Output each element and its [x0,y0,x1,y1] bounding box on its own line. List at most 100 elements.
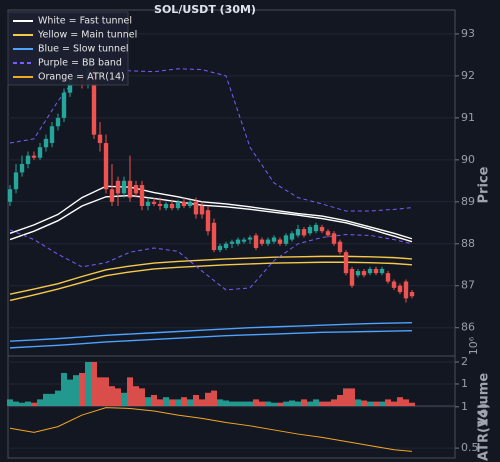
plot-area: 86 87 88 89 90 91 92 93 1 2 0.5 1 [7,27,479,454]
volume-bar [61,372,67,406]
candle-body [265,239,271,244]
volume-bar [13,401,19,406]
candle-body [193,201,199,215]
legend-label: Yellow = Main tunnel [37,30,137,41]
candle-body [271,237,277,242]
candle-body [277,239,283,244]
volume-bar [241,401,247,406]
candle-body [127,180,133,198]
candle-body [235,239,241,244]
candle-body [31,155,37,158]
volume-bar [139,388,145,406]
candle-body [241,239,247,242]
legend: White = Fast tunnel Yellow = Main tunnel B… [7,11,137,86]
candle-body [301,229,307,236]
volume-bar [109,386,115,406]
volume-bar [73,375,79,406]
candle-body [49,126,55,144]
legend-label: White = Fast tunnel [38,16,132,27]
volume-bar [283,401,289,406]
candle-body [355,271,361,276]
line [9,185,413,240]
volume-bar [331,399,337,406]
candle-body [169,203,175,209]
y-axis-label: Volume [477,373,492,428]
line [9,194,413,243]
candle-body [163,203,169,209]
candle-body [175,201,181,209]
volume-bar [223,400,229,406]
candle-body [253,235,259,248]
candle-body [379,268,385,274]
candle-body [205,210,211,232]
candle-body [217,245,223,251]
y-tick-label: 90 [461,153,475,166]
candle-body [337,241,343,253]
candle-body [409,292,415,297]
legend-label: Blue = Slow tunnel [38,44,129,55]
volume-bar [133,386,139,406]
candle-body [199,206,205,215]
volume-bar [259,401,265,406]
y-tick-label: 1 [461,377,468,390]
volume-bar [163,397,169,406]
y-tick-label: 88 [461,237,475,250]
candle-body [187,201,193,207]
volume-bar [361,400,367,406]
candle-body [289,233,295,240]
volume-bar [169,399,175,406]
volume-bar [199,399,205,406]
volume-bar [115,388,121,406]
y-tick-label: 87 [461,279,475,292]
volume-bar [175,399,181,406]
candle-body [319,226,325,232]
candle-body [229,241,235,244]
y-tick-label: 1 [461,400,468,413]
volume-bar [379,401,385,406]
volume-bar [55,390,61,406]
volume-bar [253,399,259,406]
y-tick-label: 89 [461,195,475,208]
y-tick-label: 86 [461,321,475,334]
volume-bar [85,361,91,406]
candle-body [157,203,163,207]
legend-label: Purple = BB band [38,58,122,69]
volume-bar [337,394,343,406]
candle-body [343,252,349,274]
candle-body [403,281,409,299]
volume-bar [343,388,349,406]
line [9,407,413,452]
volume-bar [403,399,409,406]
candle-body [19,164,25,173]
volume-bar [157,399,163,406]
volume-bar [43,393,49,406]
y-axis-label: ATR(14) [477,403,492,461]
chart-title: SOL/USDT (30M) [154,3,256,16]
candle-body [367,268,373,274]
volume-bar [25,401,31,406]
candle-body [55,117,61,127]
candle-body [259,239,265,244]
candle-body [145,201,151,207]
volume-bar [217,399,223,406]
y-tick-label: 93 [461,27,475,40]
candle-body [385,273,391,282]
volume-bar [151,394,157,406]
candle-body [151,201,157,204]
candle-body [307,226,313,234]
candle-body [223,243,229,248]
volume-bar [7,399,13,406]
volume-bar [313,399,319,406]
candle-body [7,189,13,202]
candle-body [373,268,379,274]
candle-body [331,233,337,244]
line [9,321,413,342]
candle-body [349,268,355,286]
candle-body [121,180,127,194]
line [9,261,413,302]
volume-bar [289,400,295,406]
volume-bar [193,394,199,406]
candle-body [25,155,31,165]
volume-bar [265,401,271,406]
candle-body [397,285,403,293]
